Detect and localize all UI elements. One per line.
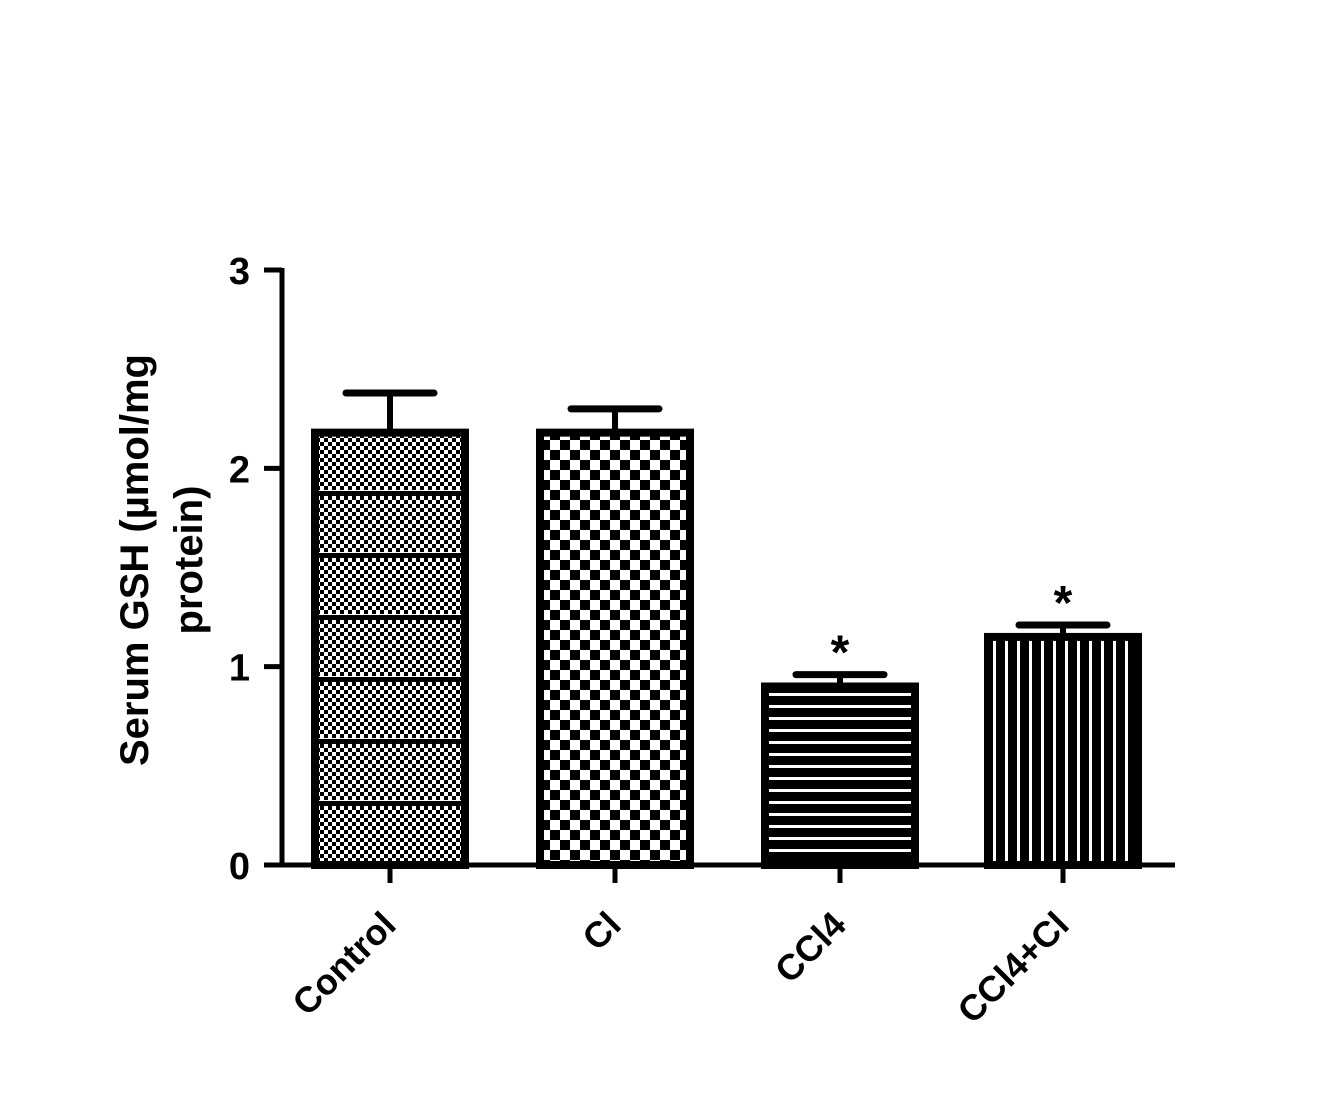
bar-control [311,428,469,869]
y-tick-label: 2 [229,449,250,491]
significance-star: * [831,627,850,680]
significance-star: * [1054,577,1073,630]
bar-ccl4-cl [984,632,1142,870]
x-tick-label: Cl [574,904,628,958]
y-tick-label: 3 [229,251,250,293]
significance-group: ** [831,577,1073,680]
y-axis-label-line-1: Serum GSH (µmol/mg [113,354,157,766]
x-tick-label: CCl4 [767,904,854,991]
y-tick-label: 0 [229,846,250,888]
error-bars-group [342,389,1111,687]
y-ticks-group: 0 1 2 3 [229,251,282,888]
bar-ccl4 [761,682,919,869]
bar-cl [536,428,694,869]
x-tick-label: Control [284,904,403,1023]
y-tick-label: 1 [229,648,250,690]
bars-group [311,428,1142,870]
x-ticks-group: Control Cl CCl4 CCl4+Cl [284,865,1077,1031]
x-tick-label: CCl4+Cl [949,904,1076,1031]
y-axis-label-line-2: protein) [167,486,211,635]
